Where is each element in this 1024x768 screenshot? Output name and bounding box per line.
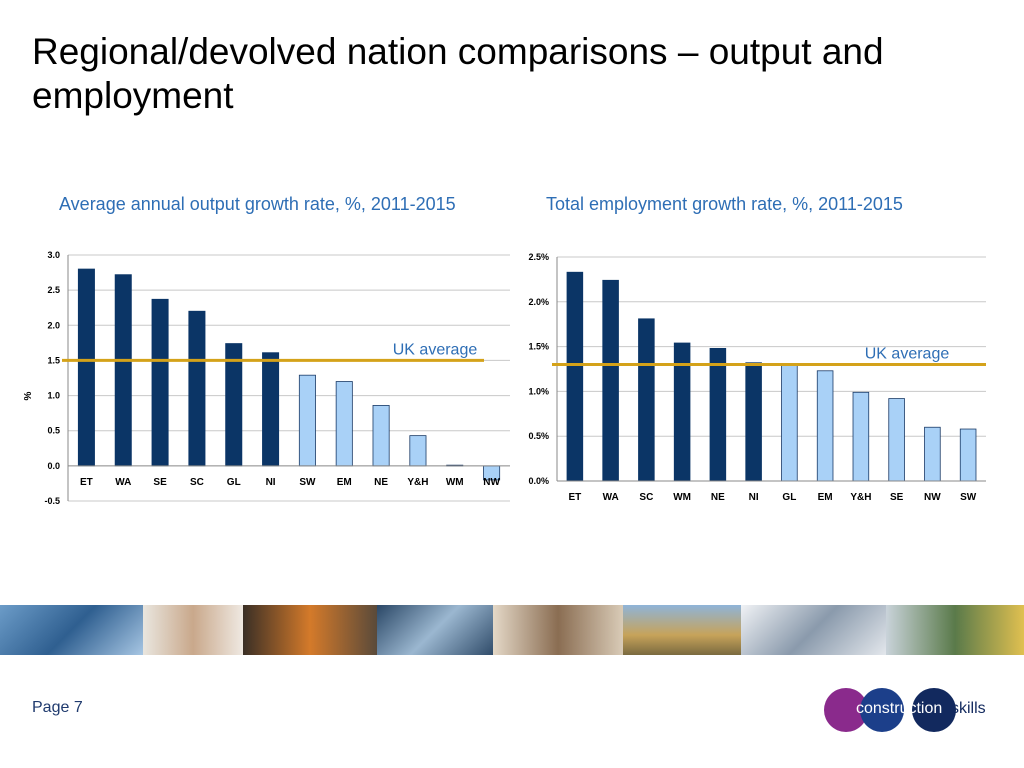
employment-ytick-label: 0.5% — [528, 431, 549, 441]
employment-growth-chart: 0.0% 0.5% 1.0% 1.5% 2.0% 2.5% ET WA SC WM NE NI GL EM… — [528, 252, 986, 503]
photo-glass-roof — [377, 605, 493, 655]
output-category-label: NE — [374, 477, 388, 488]
employment-ytick-label: 2.5% — [528, 252, 549, 262]
constructionskills-logo: construction skills — [824, 688, 1004, 732]
employment-ytick-label: 1.5% — [528, 342, 549, 352]
employment-uk-average-label: UK average — [865, 346, 950, 363]
employment-category-label: SW — [960, 492, 977, 503]
output-ytick-label: 0.0 — [47, 461, 60, 471]
employment-category-label: NW — [924, 492, 941, 503]
output-category-label: GL — [227, 477, 241, 488]
logo-navy-circle — [912, 688, 956, 732]
employment-category-label: Y&H — [850, 492, 871, 503]
employment-ytick-label: 0.0% — [528, 476, 549, 486]
chart-title-employment: Total employment growth rate, %, 2011-20… — [546, 194, 903, 214]
employment-bar — [709, 347, 727, 482]
output-category-label: Y&H — [407, 477, 428, 488]
logo-text-skills: skills — [951, 700, 986, 717]
photo-students — [143, 605, 243, 655]
employment-ytick-label: 2.0% — [528, 297, 549, 307]
employment-category-label: EM — [818, 492, 833, 503]
employment-category-label: ET — [568, 492, 581, 503]
employment-bar — [566, 271, 584, 482]
output-category-label: SC — [190, 477, 204, 488]
employment-category-label: SE — [890, 492, 904, 503]
employment-bar — [602, 279, 619, 482]
output-category-label: NI — [266, 477, 276, 488]
employment-category-label: WA — [603, 492, 619, 503]
photo-staircase — [741, 605, 886, 655]
output-growth-chart: -0.5 0.0 0.5 1.0 1.5 2.0 2.5 3.0 ET WA SE SC GL NI SW E… — [23, 250, 510, 506]
employment-category-label: GL — [782, 492, 796, 503]
output-ytick-label: 1.5 — [47, 355, 60, 365]
employment-ytick-label: 1.0% — [528, 386, 549, 396]
output-ytick-label: -0.5 — [44, 496, 60, 506]
output-ytick-label: 2.5 — [47, 285, 60, 295]
employment-bar — [852, 391, 870, 482]
employment-category-label: NE — [711, 492, 725, 503]
employment-bar — [924, 426, 941, 482]
employment-category-label: NI — [749, 492, 759, 503]
output-ytick-label: 1.0 — [47, 391, 60, 401]
output-category-label: NW — [483, 477, 500, 488]
photo-digger — [623, 605, 741, 655]
employment-bar — [888, 398, 905, 482]
logo-text-construction: construction — [856, 700, 943, 717]
output-category-label: WA — [115, 477, 131, 488]
output-category-label: EM — [337, 477, 352, 488]
output-uk-average-label: UK average — [393, 341, 478, 358]
output-category-label: ET — [80, 477, 93, 488]
employment-bar — [959, 428, 977, 482]
employment-bar — [781, 364, 798, 482]
output-ytick-label: 2.0 — [47, 320, 60, 330]
output-y-axis-label: % — [23, 391, 34, 400]
photo-office — [493, 605, 623, 655]
logo-blue-circle — [860, 688, 904, 732]
output-category-label: SE — [153, 477, 167, 488]
employment-bar — [816, 370, 834, 482]
output-ytick-label: 0.5 — [47, 426, 60, 436]
chart-title-output: Average annual output growth rate, %, 20… — [59, 194, 456, 214]
output-category-label: SW — [299, 477, 316, 488]
employment-category-label: WM — [673, 492, 691, 503]
photo-strip — [0, 605, 1024, 655]
photo-workers — [243, 605, 377, 655]
page-number: Page 7 — [32, 699, 83, 716]
employment-category-label: SC — [639, 492, 653, 503]
output-category-label: WM — [446, 477, 464, 488]
output-ytick-label: 3.0 — [47, 250, 60, 260]
employment-bar — [745, 362, 762, 482]
photo-glass-building — [0, 605, 143, 655]
employment-bar — [638, 318, 655, 482]
photo-engineer — [886, 605, 1024, 655]
page-title: Regional/devolved nation comparisons – o… — [32, 31, 884, 116]
